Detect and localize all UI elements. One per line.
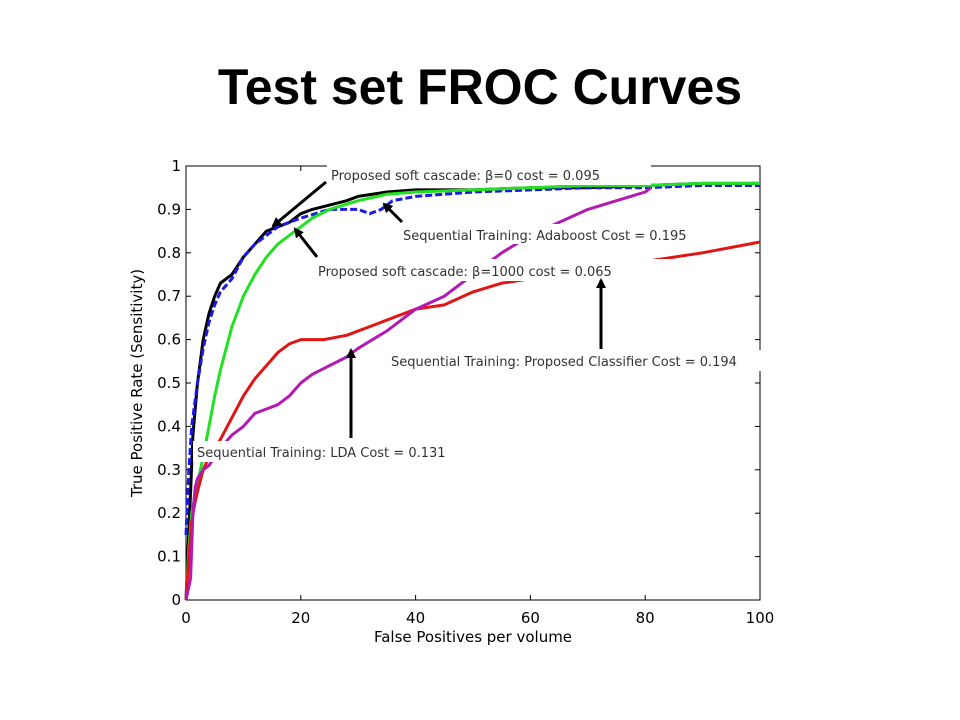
annotation-beta1000-arrow	[293, 227, 319, 258]
y-tick-label: 1	[171, 157, 181, 175]
y-tick-label: 0	[171, 591, 181, 609]
annotation-lda-label: Sequential Training: LDA Cost = 0.131	[197, 446, 446, 461]
x-axis-ticks: 0 20 40 60 80 100	[181, 166, 774, 627]
y-tick-label: 0.2	[157, 504, 181, 522]
annotation-proposed-classifier-label: Sequential Training: Proposed Classifier…	[391, 355, 737, 370]
y-tick-label: 0.1	[157, 548, 181, 566]
annotations-layer: Proposed soft cascade: β=0 cost = 0.095 …	[193, 163, 811, 462]
annotation-beta0-label: Proposed soft cascade: β=0 cost = 0.095	[331, 169, 600, 184]
y-tick-label: 0.9	[157, 200, 181, 218]
slide-title: Test set FROC Curves	[217, 59, 743, 115]
x-axis-title: False Positives per volume	[374, 628, 572, 646]
x-tick-label: 100	[746, 609, 775, 627]
x-tick-label: 40	[406, 609, 425, 627]
y-tick-label: 0.8	[157, 244, 181, 262]
annotation-adaboost: Sequential Training: Adaboost Cost = 0.1…	[382, 202, 699, 244]
y-axis-ticks: 0 0.1 0.2 0.3 0.4 0.5 0.6 0.7 0.8 0.9 1	[157, 157, 760, 609]
annotation-adaboost-label: Sequential Training: Adaboost Cost = 0.1…	[403, 229, 687, 244]
y-axis-title: True Positive Rate (Sensitivity)	[128, 269, 146, 498]
y-tick-label: 0.6	[157, 331, 181, 349]
series-line-1	[184, 184, 760, 535]
annotation-beta1000-label: Proposed soft cascade: β=1000 cost = 0.0…	[318, 265, 612, 280]
y-tick-label: 0.4	[157, 417, 181, 435]
annotation-beta1000: Proposed soft cascade: β=1000 cost = 0.0…	[293, 227, 674, 281]
annotation-adaboost-arrow	[382, 202, 404, 224]
annotation-lda: Sequential Training: LDA Cost = 0.131	[193, 348, 506, 462]
x-tick-label: 60	[521, 609, 540, 627]
annotation-proposed-classifier: Sequential Training: Proposed Classifier…	[387, 278, 811, 371]
y-tick-label: 0.7	[157, 287, 181, 305]
x-tick-label: 20	[291, 609, 310, 627]
x-tick-label: 0	[181, 609, 191, 627]
annotation-beta0-arrow	[271, 180, 327, 228]
y-tick-label: 0.3	[157, 461, 181, 479]
y-tick-label: 0.5	[157, 374, 181, 392]
annotation-beta0: Proposed soft cascade: β=0 cost = 0.095	[271, 163, 651, 228]
x-tick-label: 80	[636, 609, 655, 627]
